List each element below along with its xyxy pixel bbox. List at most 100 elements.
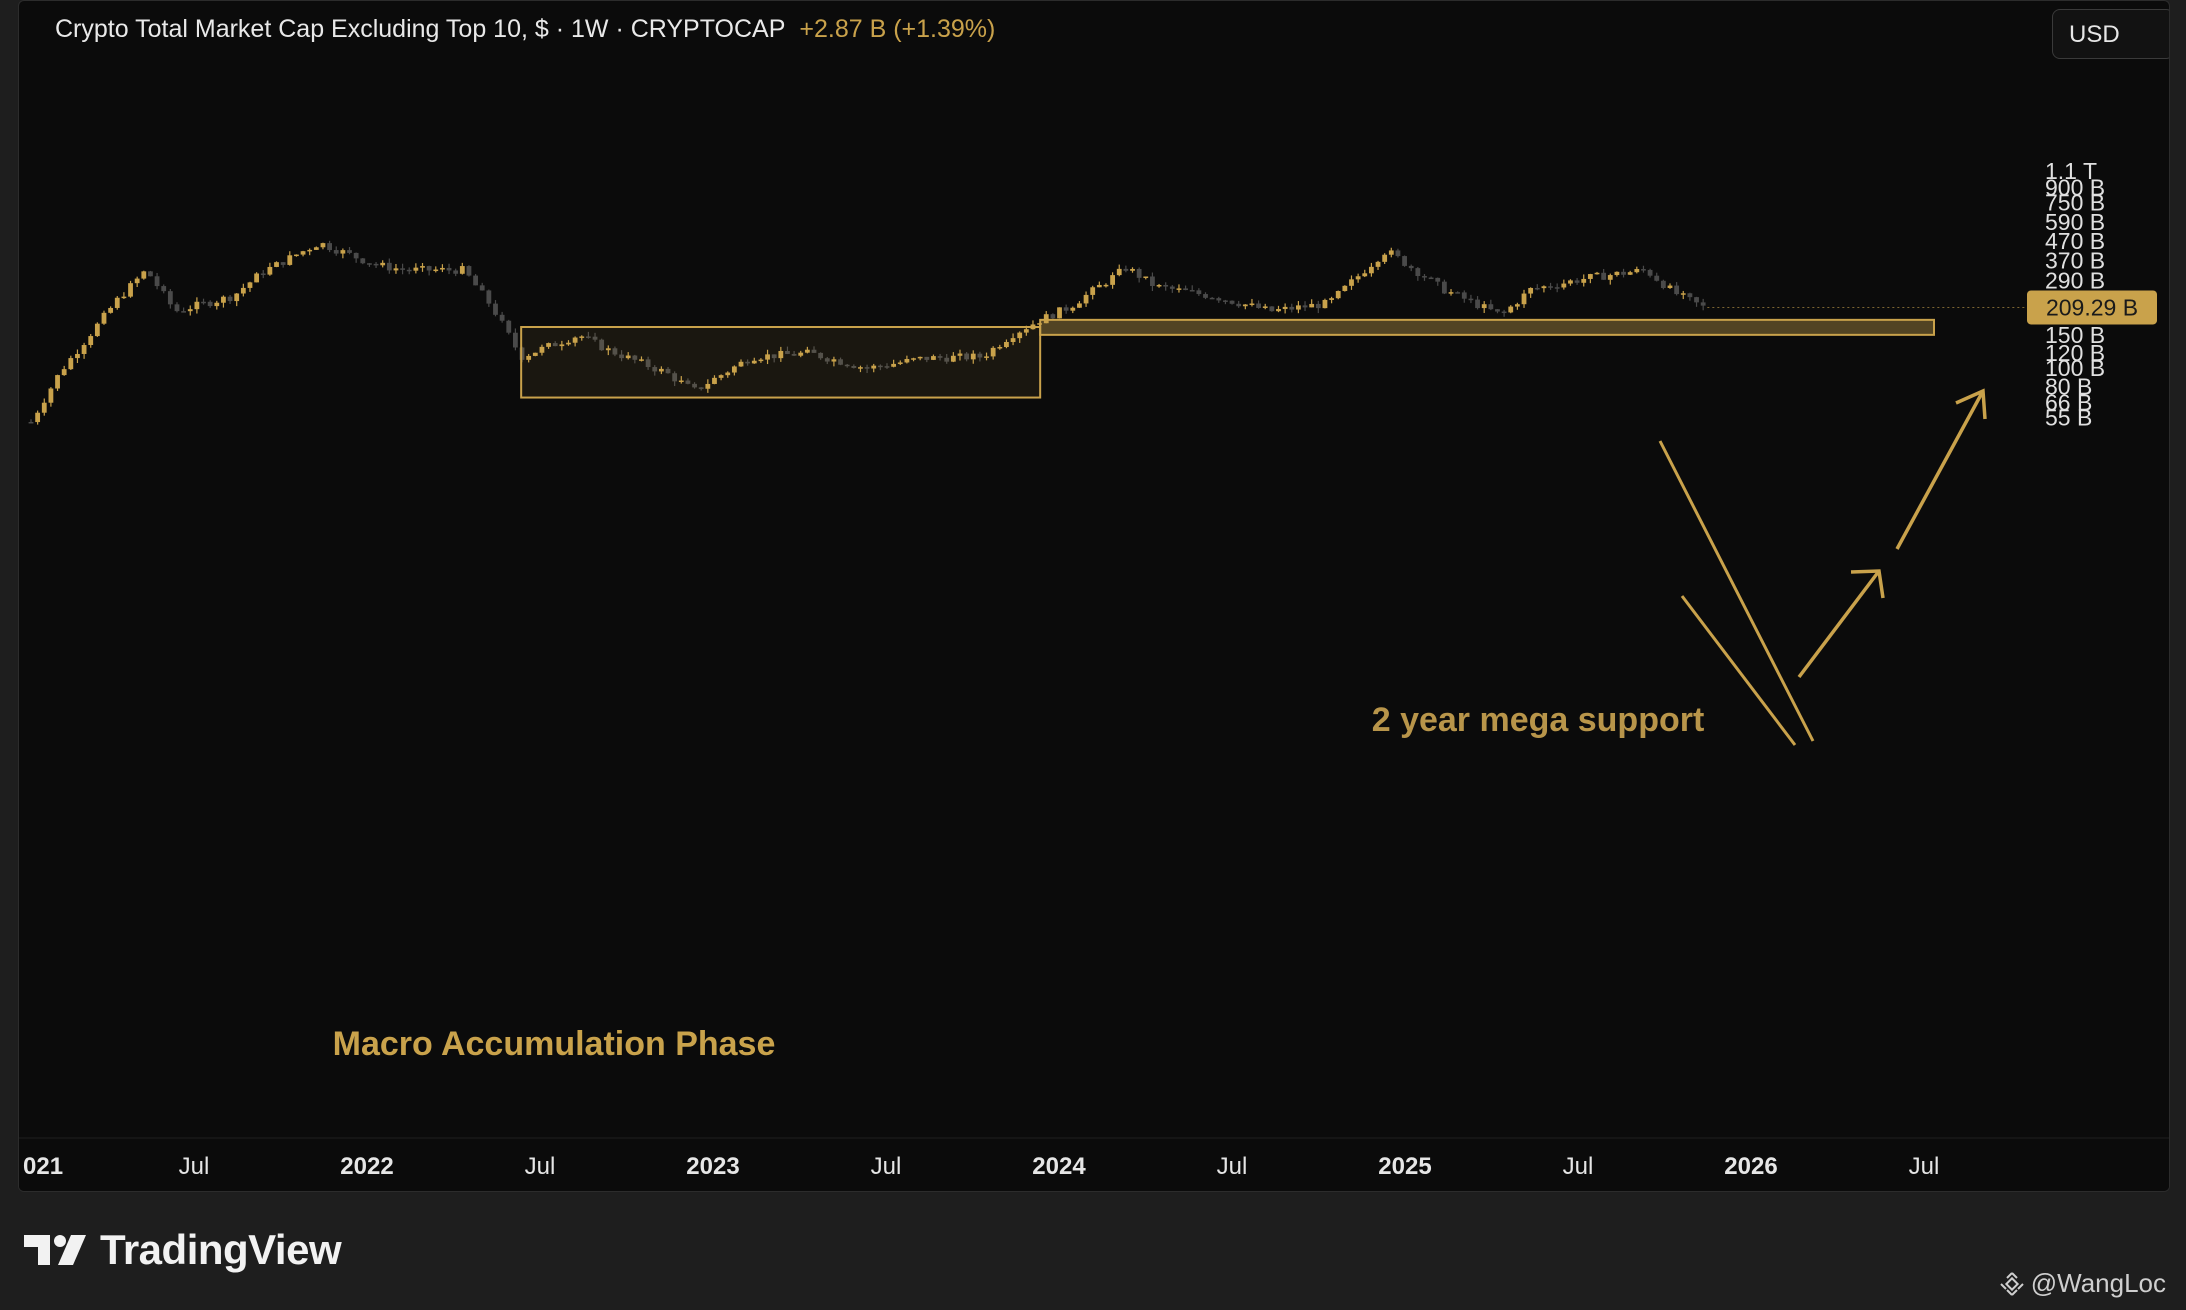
- candle-body: [347, 250, 352, 253]
- candle-body: [28, 421, 34, 424]
- candle-body: [997, 347, 1003, 349]
- candle-body: [453, 270, 459, 274]
- candle-body: [114, 297, 120, 308]
- candle-body: [1534, 287, 1540, 290]
- candle-body: [247, 282, 253, 288]
- y-tick-label: 470 B: [2045, 228, 2105, 254]
- candle-body: [1687, 293, 1693, 298]
- candle-body: [181, 311, 187, 313]
- candle-body: [214, 302, 220, 307]
- candle-body: [1634, 269, 1640, 273]
- candle-body: [990, 347, 996, 357]
- x-tick-label: 2022: [340, 1153, 393, 1180]
- candle-body: [1654, 275, 1660, 281]
- projection-arrow-1: [1797, 569, 1881, 679]
- candle-body: [1282, 306, 1288, 310]
- tradingview-logo-icon: [24, 1235, 86, 1265]
- candle-body: [811, 349, 817, 353]
- candle-body: [161, 286, 167, 292]
- currency-button[interactable]: USD: [2052, 9, 2169, 59]
- candle-body: [400, 268, 405, 270]
- arrow-head-1: [1850, 569, 1885, 599]
- chart-panel[interactable]: Macro Accumulation Phase 2 year mega supp…: [18, 0, 2170, 1192]
- candle-body: [1574, 280, 1580, 283]
- candle-body: [1342, 285, 1348, 292]
- candle-body: [658, 368, 664, 372]
- y-tick-label: 1.1 T: [2045, 158, 2097, 184]
- accumulation-zone: [520, 326, 1042, 399]
- candle-body: [48, 388, 54, 403]
- candle-body: [300, 251, 306, 255]
- candle-body: [406, 269, 412, 272]
- candle-body: [1289, 306, 1295, 310]
- candle-body: [367, 263, 372, 265]
- candle-body: [1694, 297, 1699, 303]
- candle-body: [201, 301, 206, 304]
- candle-body: [240, 287, 246, 294]
- candle-body: [1143, 276, 1149, 278]
- x-tick-label: Jul: [1217, 1153, 1248, 1180]
- candle-body: [639, 359, 644, 361]
- candle-body: [944, 357, 950, 362]
- candle-body: [685, 380, 691, 384]
- candle-body: [1568, 280, 1573, 284]
- candle-body: [758, 359, 764, 362]
- candle-body: [592, 336, 598, 340]
- candle-body: [678, 380, 684, 383]
- y-tick-label: 66 B: [2045, 389, 2092, 415]
- y-tick-label: 100 B: [2045, 355, 2105, 381]
- annotation-zones: Macro Accumulation Phase 2 year mega supp…: [333, 318, 1987, 1063]
- candle-body: [950, 355, 956, 362]
- candle-body: [937, 356, 943, 358]
- candle-body: [473, 275, 478, 286]
- candle-body: [148, 271, 153, 277]
- candle-body: [280, 262, 286, 265]
- candle-body: [499, 314, 505, 321]
- candle-body: [1256, 303, 1261, 308]
- candle-body: [1043, 314, 1049, 324]
- candle-body: [108, 307, 114, 313]
- candle-body: [1667, 285, 1673, 288]
- x-tick-label: Jul: [1563, 1153, 1594, 1180]
- candle-body: [1435, 277, 1441, 282]
- candle-body: [94, 323, 100, 337]
- candle-body: [1276, 309, 1281, 312]
- candle-body: [493, 303, 498, 315]
- x-tick-label: 021: [23, 1153, 63, 1180]
- candle-body: [1388, 250, 1394, 255]
- candle-body: [1362, 273, 1368, 277]
- candle-body: [128, 283, 133, 297]
- candle-body: [380, 262, 386, 266]
- candle-body: [1554, 287, 1560, 289]
- candle-body: [579, 336, 585, 338]
- x-tick-label: 2026: [1724, 1153, 1777, 1180]
- wedge-lower-line: [1680, 595, 1797, 746]
- candle-body: [466, 266, 472, 276]
- candle-body: [373, 263, 379, 266]
- candle-body: [559, 344, 565, 347]
- candle-body: [964, 353, 970, 360]
- candle-body: [1601, 272, 1607, 280]
- price-chart[interactable]: Macro Accumulation Phase 2 year mega supp…: [19, 1, 2169, 1191]
- candle-body: [1183, 288, 1188, 291]
- candle-body: [1083, 294, 1089, 304]
- candle-body: [101, 312, 107, 324]
- candle-body: [121, 296, 127, 299]
- candle-body: [426, 266, 432, 271]
- credit-text: @WangLoc: [2030, 1268, 2166, 1298]
- candle-body: [1375, 261, 1381, 267]
- y-tick-label: 80 B: [2045, 374, 2092, 400]
- candle-body: [1023, 329, 1029, 333]
- candle-body: [1096, 284, 1102, 288]
- candle-body: [984, 356, 989, 358]
- candle-body: [791, 353, 797, 356]
- candle-body: [1063, 307, 1069, 311]
- candle-body: [1481, 304, 1487, 309]
- candle-body: [1408, 265, 1414, 269]
- candle-body: [1607, 275, 1613, 280]
- candle-body: [1130, 268, 1135, 271]
- candle-body: [55, 375, 60, 389]
- tradingview-logo[interactable]: TradingView: [24, 1222, 342, 1278]
